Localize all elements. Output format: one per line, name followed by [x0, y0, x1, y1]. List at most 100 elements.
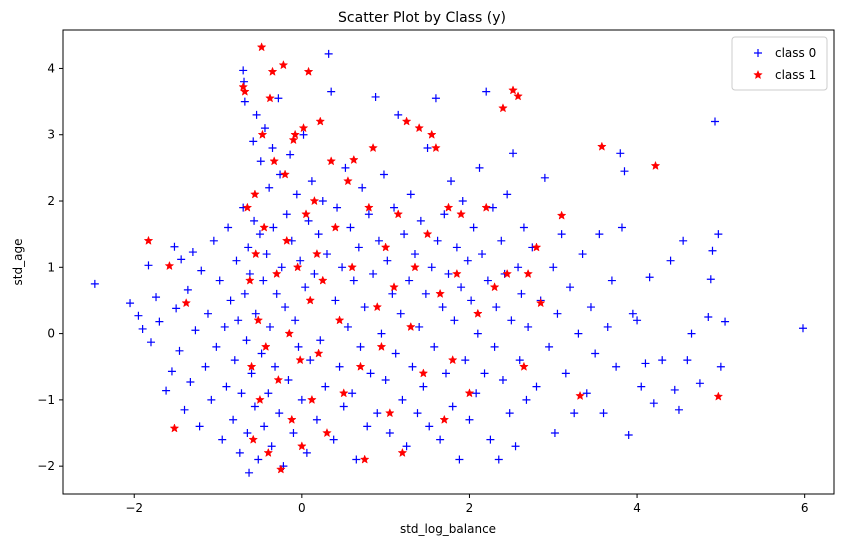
data-point	[255, 394, 265, 404]
data-point	[183, 285, 192, 294]
data-point	[455, 455, 464, 464]
data-point	[240, 86, 250, 96]
data-point	[317, 275, 328, 285]
x-tick-label: −2	[125, 501, 143, 515]
data-point	[249, 137, 258, 146]
data-point	[396, 309, 405, 318]
x-tick-label: 2	[466, 501, 474, 515]
data-point	[341, 163, 350, 172]
data-point	[372, 301, 383, 312]
data-point	[207, 395, 216, 404]
data-point	[301, 209, 311, 219]
data-point	[235, 448, 244, 457]
data-point	[478, 250, 487, 259]
data-point	[292, 262, 303, 272]
data-point	[505, 409, 514, 418]
data-point	[237, 389, 246, 398]
data-point	[201, 362, 210, 371]
data-point	[343, 322, 352, 331]
data-point	[352, 455, 361, 464]
data-point	[327, 87, 336, 96]
data-point	[591, 349, 600, 358]
data-point	[549, 263, 558, 272]
data-point	[452, 243, 461, 252]
data-point	[401, 116, 412, 126]
data-point	[331, 296, 340, 305]
data-point	[314, 230, 323, 239]
data-point	[444, 269, 453, 278]
data-point	[490, 342, 499, 351]
data-point	[215, 276, 224, 285]
data-point	[170, 242, 179, 251]
data-point	[435, 288, 445, 298]
data-point	[480, 369, 489, 378]
data-point	[312, 248, 322, 259]
data-point	[393, 209, 404, 219]
data-point	[423, 143, 432, 152]
data-point	[400, 230, 409, 239]
data-point	[295, 355, 306, 365]
data-point	[556, 210, 567, 220]
data-point	[414, 123, 425, 133]
data-point	[368, 142, 378, 153]
data-point	[146, 338, 155, 347]
data-point	[553, 309, 562, 318]
data-point	[152, 293, 161, 302]
y-tick-label: 3	[47, 128, 55, 142]
data-point	[371, 92, 380, 101]
data-point	[687, 329, 696, 338]
data-point	[244, 243, 253, 252]
data-point	[232, 256, 241, 265]
data-point	[410, 262, 420, 272]
data-point	[334, 315, 345, 325]
data-point	[607, 276, 616, 285]
data-point	[180, 405, 189, 414]
legend-label: class 1	[775, 68, 816, 82]
data-point	[181, 298, 192, 308]
data-point	[714, 230, 723, 239]
data-point	[338, 263, 347, 272]
data-point	[359, 454, 370, 464]
data-point	[271, 268, 282, 279]
y-tick-label: 0	[47, 327, 55, 341]
data-point	[457, 283, 466, 292]
data-point	[374, 236, 383, 245]
data-point	[155, 317, 164, 326]
data-point	[260, 422, 269, 431]
data-point	[381, 375, 390, 384]
data-point	[348, 154, 359, 165]
data-point	[419, 382, 428, 391]
data-point	[197, 266, 206, 275]
data-point	[289, 429, 298, 438]
data-point	[513, 91, 523, 101]
data-point	[291, 316, 300, 325]
data-point	[670, 385, 679, 394]
data-point	[557, 230, 566, 239]
data-point	[472, 308, 483, 318]
data-point	[250, 189, 260, 199]
data-point	[483, 276, 492, 285]
series-0	[90, 49, 807, 477]
legend-marker	[754, 49, 762, 57]
data-point	[385, 429, 394, 438]
data-point	[297, 395, 306, 404]
plot-area	[62, 29, 835, 495]
data-point	[239, 66, 248, 75]
data-point	[397, 447, 408, 458]
data-point	[339, 402, 348, 411]
data-point	[265, 322, 274, 331]
data-point	[570, 409, 579, 418]
data-point	[294, 342, 303, 351]
data-point	[376, 341, 387, 351]
data-point	[377, 329, 386, 338]
data-point	[355, 361, 366, 371]
data-point	[410, 250, 419, 259]
data-point	[267, 66, 278, 76]
data-point	[463, 256, 472, 265]
data-point	[324, 49, 333, 58]
data-point	[641, 359, 650, 368]
data-point	[167, 367, 176, 376]
data-point	[172, 304, 181, 313]
data-point	[360, 303, 369, 312]
data-point	[275, 409, 284, 418]
